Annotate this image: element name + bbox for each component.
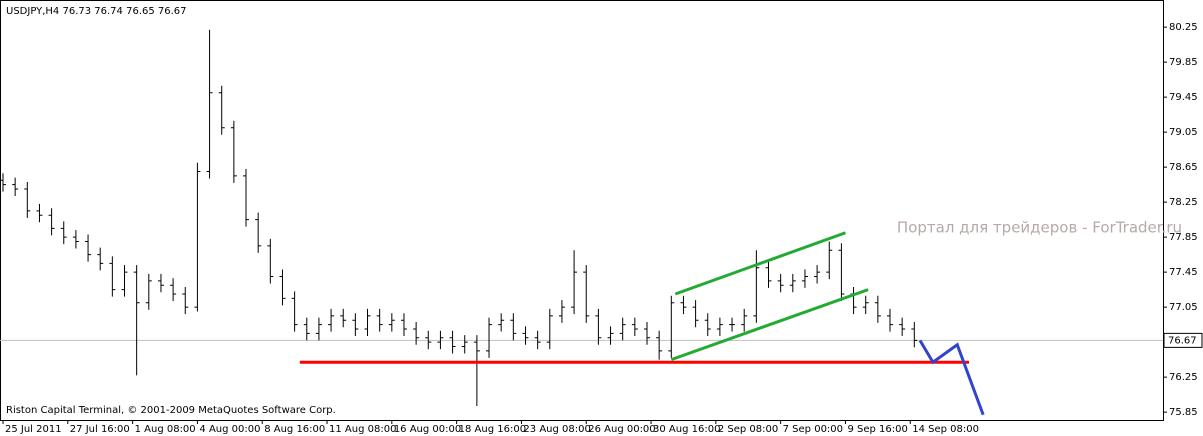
y-tick-label: 79.45: [1169, 92, 1198, 103]
y-tick-label: 79.85: [1169, 57, 1198, 68]
trend-line: [918, 339, 985, 416]
x-tick-label: 8 Aug 16:00: [264, 424, 325, 435]
x-tick-label: 23 Aug 08:00: [523, 424, 590, 435]
current-price-box: [1163, 332, 1203, 348]
trend-line: [670, 288, 869, 362]
x-tick-label: 2 Sep 08:00: [718, 424, 778, 435]
y-tick-label: 76.25: [1169, 372, 1198, 383]
y-tick-label: 79.05: [1169, 127, 1198, 138]
x-tick-label: 16 Aug 00:00: [394, 424, 461, 435]
x-tick-label: 4 Aug 00:00: [199, 424, 260, 435]
y-tick-label: 77.85: [1169, 232, 1198, 243]
current-price-label: 76.67: [1168, 335, 1197, 346]
x-tick-label: 14 Sep 08:00: [912, 424, 979, 435]
plot-frame: [0, 0, 1164, 421]
x-tick-label: 26 Aug 00:00: [588, 424, 655, 435]
y-tick-label: 77.45: [1169, 267, 1198, 278]
x-tick-label: 1 Aug 08:00: [135, 424, 196, 435]
x-tick-label: 27 Jul 16:00: [70, 424, 130, 435]
watermark: Портал для трейдеров - ForTrader.ru: [897, 219, 1182, 237]
x-tick-label: 7 Sep 00:00: [783, 424, 843, 435]
footer: Riston Capital Terminal, © 2001-2009 Met…: [6, 405, 336, 416]
x-tick-label: 25 Jul 2011: [5, 424, 62, 435]
chart-title: USDJPY,H4 76.73 76.74 76.65 76.67: [6, 6, 187, 17]
x-tick-label: 9 Sep 16:00: [847, 424, 907, 435]
y-tick-label: 80.25: [1169, 22, 1198, 33]
x-tick-label: 18 Aug 16:00: [459, 424, 526, 435]
y-tick-label: 78.65: [1169, 162, 1198, 173]
trend-line: [674, 231, 846, 296]
x-tick-label: 30 Aug 16:00: [653, 424, 720, 435]
y-tick-label: 75.85: [1169, 407, 1198, 418]
y-tick-label: 78.25: [1169, 197, 1198, 208]
y-tick-label: 77.05: [1169, 302, 1198, 313]
x-tick-label: 11 Aug 08:00: [329, 424, 396, 435]
